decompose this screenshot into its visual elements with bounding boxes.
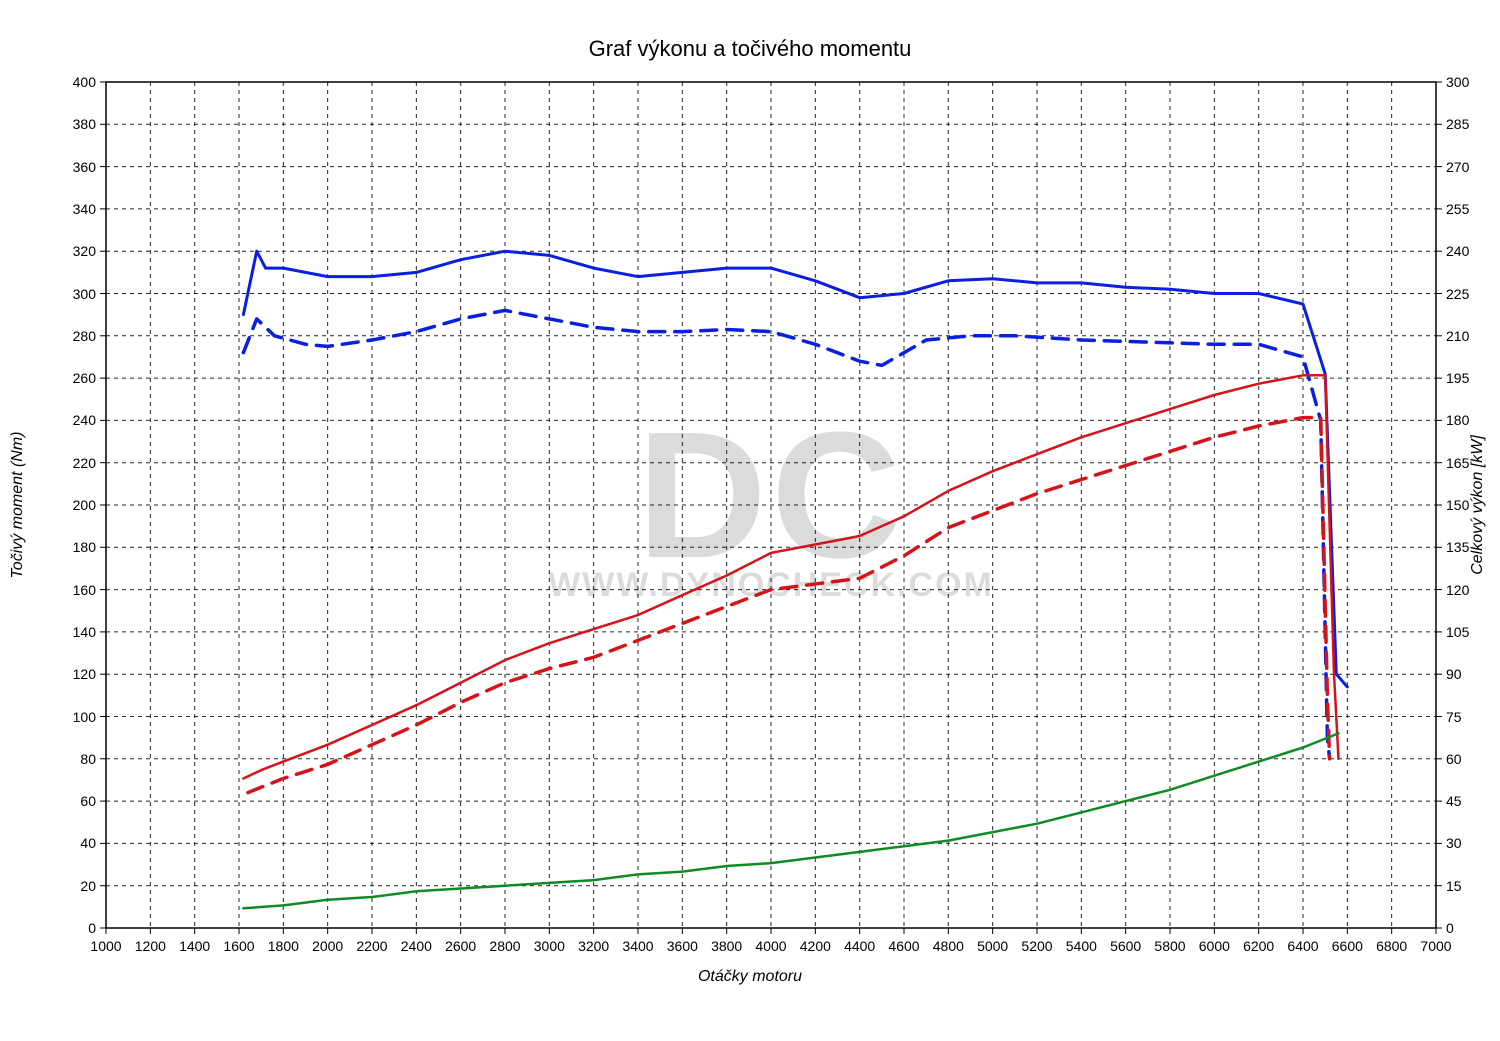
x-tick: 4000	[755, 938, 786, 954]
y-left-tick: 360	[73, 159, 96, 175]
x-tick: 5400	[1066, 938, 1097, 954]
y-right-tick: 105	[1446, 624, 1469, 640]
x-tick: 1800	[268, 938, 299, 954]
x-tick: 3800	[711, 938, 742, 954]
x-tick: 6800	[1376, 938, 1407, 954]
plot-area: DC WWW.DYNOCHECK.COM	[0, 0, 1500, 1041]
x-tick: 2400	[401, 938, 432, 954]
y-right-tick: 30	[1446, 835, 1462, 851]
y-left-tick: 140	[73, 624, 96, 640]
y-right-tick: 225	[1446, 286, 1469, 302]
x-tick: 6400	[1287, 938, 1318, 954]
series-torque-tuned	[243, 251, 1347, 687]
x-tick: 3600	[667, 938, 698, 954]
x-tick: 4400	[844, 938, 875, 954]
y-right-tick: 255	[1446, 201, 1469, 217]
y-left-tick: 220	[73, 455, 96, 471]
y-right-label: Celkový výkon [kW]	[1469, 435, 1487, 575]
x-tick: 3200	[578, 938, 609, 954]
y-left-tick: 320	[73, 243, 96, 259]
x-tick: 5000	[977, 938, 1008, 954]
y-right-tick: 180	[1446, 412, 1469, 428]
y-right-tick: 75	[1446, 709, 1462, 725]
y-right-tick: 90	[1446, 666, 1462, 682]
chart-container: Graf výkonu a točivého momentu DC WWW.DY…	[0, 0, 1500, 1041]
x-tick: 4800	[933, 938, 964, 954]
x-tick: 6000	[1199, 938, 1230, 954]
x-tick: 1600	[223, 938, 254, 954]
y-left-tick: 380	[73, 116, 96, 132]
y-left-tick: 240	[73, 412, 96, 428]
x-tick: 2800	[489, 938, 520, 954]
x-tick: 4600	[888, 938, 919, 954]
y-left-tick: 20	[80, 878, 96, 894]
x-tick: 5600	[1110, 938, 1141, 954]
x-tick: 4200	[800, 938, 831, 954]
series-power-stock	[248, 418, 1330, 793]
x-tick: 2000	[312, 938, 343, 954]
x-tick: 2200	[356, 938, 387, 954]
y-right-tick: 0	[1446, 920, 1454, 936]
y-right-tick: 135	[1446, 539, 1469, 555]
y-left-tick: 200	[73, 497, 96, 513]
x-tick: 3400	[622, 938, 653, 954]
y-left-label: Točivý moment (Nm)	[9, 432, 27, 579]
x-tick: 6600	[1332, 938, 1363, 954]
x-axis-label: Otáčky motoru	[0, 968, 1500, 986]
y-left-tick: 180	[73, 539, 96, 555]
chart-svg	[0, 0, 1500, 1041]
y-right-tick: 285	[1446, 116, 1469, 132]
x-tick: 1200	[135, 938, 166, 954]
y-right-tick: 120	[1446, 582, 1469, 598]
y-right-tick: 45	[1446, 793, 1462, 809]
y-right-tick: 15	[1446, 878, 1462, 894]
y-left-tick: 60	[80, 793, 96, 809]
series-power-tuned	[243, 375, 1338, 778]
x-tick: 5200	[1021, 938, 1052, 954]
x-tick: 5800	[1154, 938, 1185, 954]
y-right-tick: 240	[1446, 243, 1469, 259]
y-right-tick: 150	[1446, 497, 1469, 513]
y-left-tick: 40	[80, 835, 96, 851]
y-right-tick: 300	[1446, 74, 1469, 90]
y-left-tick: 160	[73, 582, 96, 598]
y-left-tick: 120	[73, 666, 96, 682]
x-tick: 3000	[534, 938, 565, 954]
x-tick: 1000	[90, 938, 121, 954]
y-right-tick: 210	[1446, 328, 1469, 344]
y-left-tick: 340	[73, 201, 96, 217]
x-tick: 7000	[1420, 938, 1451, 954]
y-left-tick: 300	[73, 286, 96, 302]
y-right-tick: 60	[1446, 751, 1462, 767]
x-tick: 1400	[179, 938, 210, 954]
y-left-tick: 80	[80, 751, 96, 767]
y-left-tick: 0	[88, 920, 96, 936]
y-right-tick: 195	[1446, 370, 1469, 386]
y-left-tick: 260	[73, 370, 96, 386]
y-right-tick: 270	[1446, 159, 1469, 175]
series-loss-power	[243, 733, 1338, 908]
y-left-tick: 280	[73, 328, 96, 344]
x-tick: 6200	[1243, 938, 1274, 954]
y-left-tick: 100	[73, 709, 96, 725]
y-left-tick: 400	[73, 74, 96, 90]
y-right-tick: 165	[1446, 455, 1469, 471]
x-tick: 2600	[445, 938, 476, 954]
